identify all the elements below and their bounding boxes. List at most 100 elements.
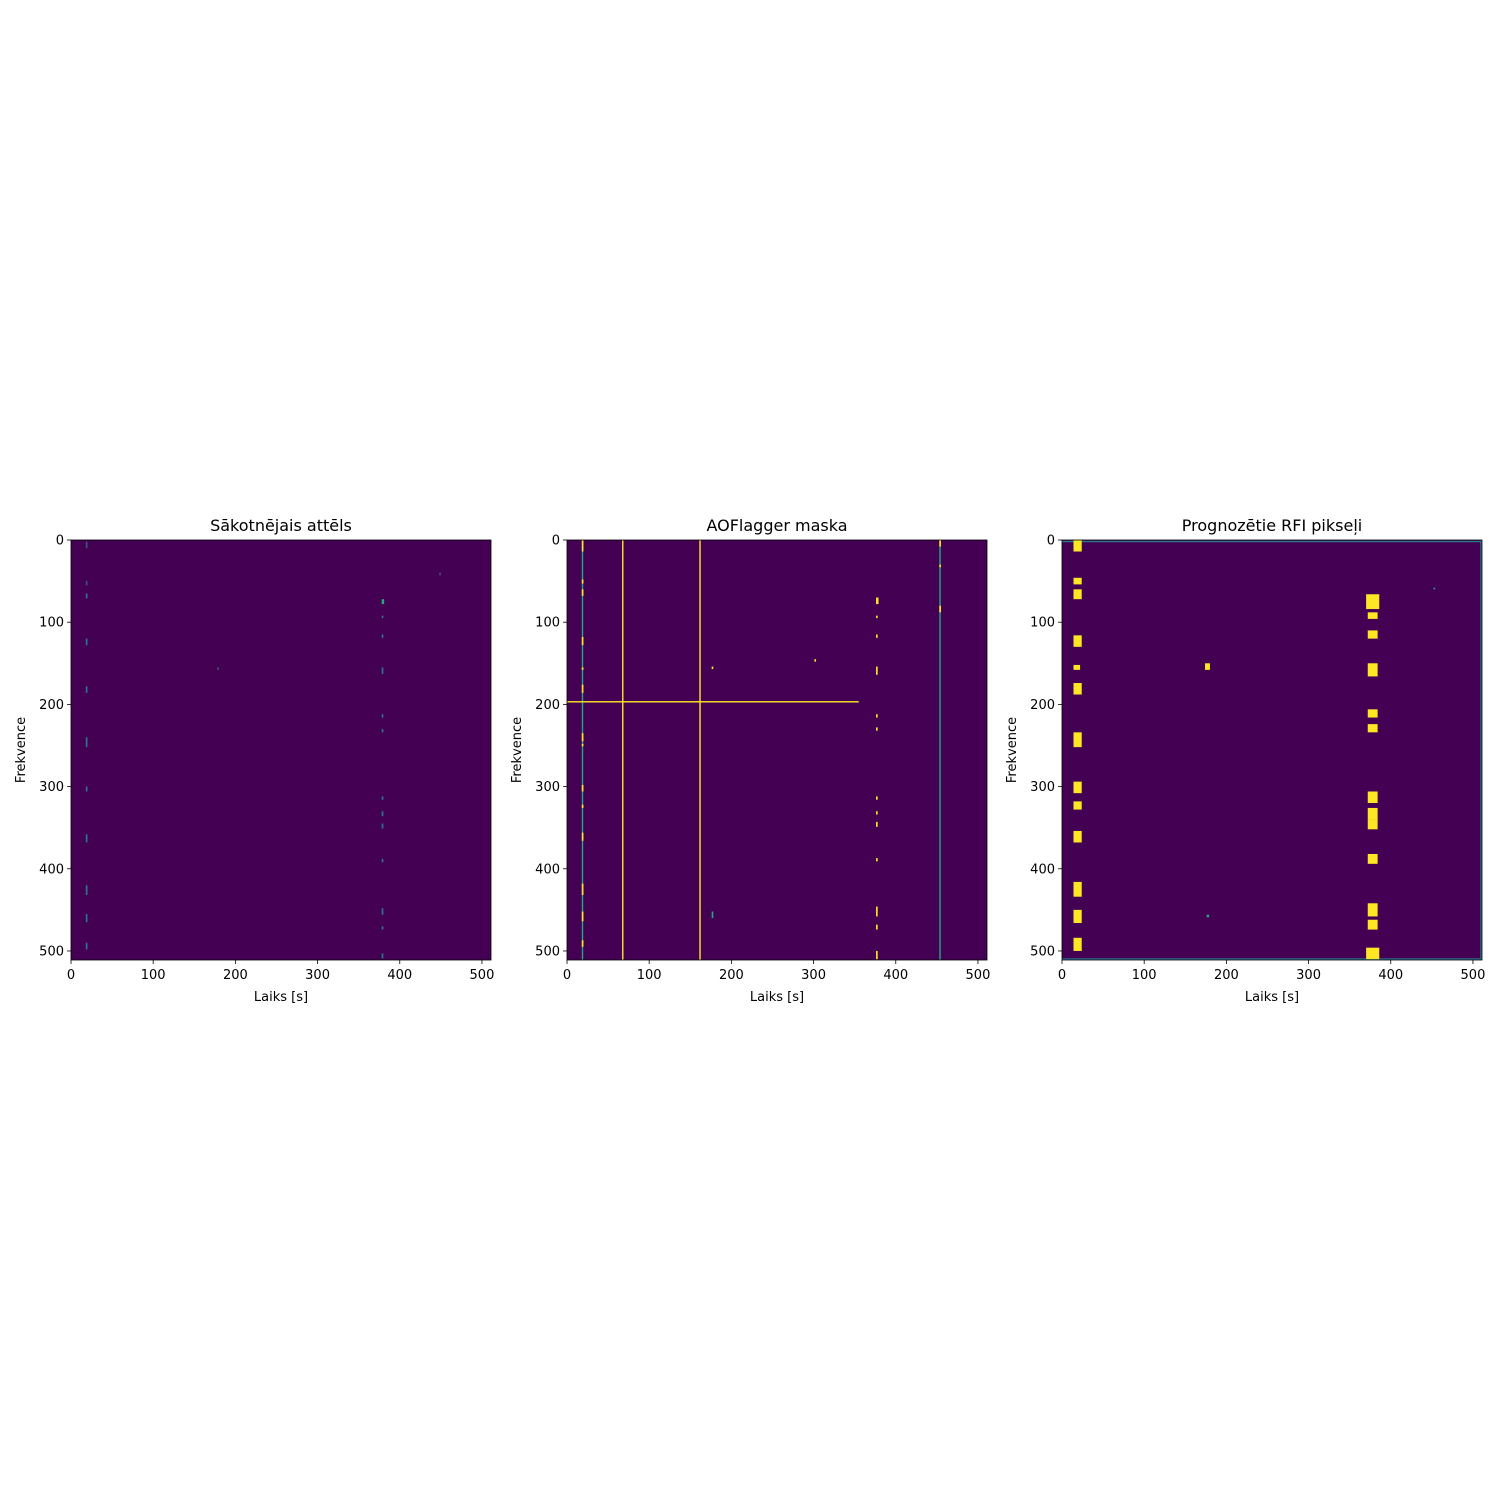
y-axis-label: Frekvence <box>14 717 29 783</box>
rfi-blob <box>85 686 88 693</box>
rfi-blob <box>85 581 88 586</box>
rfi-blob <box>876 666 878 675</box>
rfi-blob <box>1367 709 1378 718</box>
rfi-blob <box>876 634 878 638</box>
y-tick-label: 300 <box>535 780 560 795</box>
axes-frame <box>1061 539 1483 961</box>
y-tick-label: 400 <box>1030 862 1055 877</box>
rfi-blob <box>939 605 941 613</box>
x-tick-label: 200 <box>223 968 248 983</box>
rfi-blob <box>85 541 88 549</box>
rfi-blob <box>876 796 878 800</box>
rfi-blob <box>876 858 878 862</box>
y-tick-label: 400 <box>39 862 64 877</box>
rfi-blob <box>581 743 584 747</box>
rfi-blob <box>85 593 88 599</box>
y-tick-label: 200 <box>1030 698 1055 713</box>
rfi-blob <box>1073 635 1082 647</box>
flag-hline <box>1062 540 1482 543</box>
flag-vline <box>699 540 701 960</box>
y-tick-label: 300 <box>39 780 64 795</box>
x-tick-label: 200 <box>719 968 744 983</box>
rfi-blob <box>1366 947 1380 960</box>
rfi-blob <box>1073 881 1082 897</box>
rfi-blob <box>876 597 879 605</box>
rfi-blob <box>85 913 88 923</box>
heatmap-panel-1: 0 100 200 300 400 5000100200300400500Sākotnēj… <box>14 516 494 1005</box>
y-tick-label: 0 <box>56 534 64 549</box>
rfi-blob <box>1367 724 1378 733</box>
x-tick-label: 100 <box>1132 968 1157 983</box>
rfi-blob <box>581 684 584 693</box>
rfi-blob <box>876 811 878 815</box>
y-tick-label: 100 <box>39 616 64 631</box>
rfi-blob <box>1073 909 1082 924</box>
rfi-blob <box>1073 540 1082 552</box>
rfi-blob <box>381 811 384 817</box>
rfi-blob <box>581 636 584 646</box>
rfi-blob <box>814 659 817 662</box>
x-axis-label: Laiks [s] <box>1245 990 1299 1005</box>
y-axis-label: Frekvence <box>510 717 525 783</box>
rfi-blob <box>876 727 878 731</box>
rfi-blob <box>85 786 88 792</box>
rfi-blob <box>711 911 714 919</box>
x-tick-label: 300 <box>305 968 330 983</box>
heatmap-background <box>567 540 987 960</box>
y-tick-label: 100 <box>535 616 560 631</box>
rfi-blob <box>876 924 878 930</box>
rfi-blob <box>85 737 88 748</box>
rfi-blob <box>876 714 878 718</box>
y-tick-label: 500 <box>39 944 64 959</box>
y-tick-label: 300 <box>1030 780 1055 795</box>
heatmap-background <box>1062 540 1482 960</box>
rfi-blob <box>1073 781 1082 794</box>
rfi-blob <box>1367 903 1378 917</box>
flag-vline <box>939 540 941 960</box>
rfi-blob <box>85 942 88 950</box>
rfi-blob <box>1073 732 1082 748</box>
x-tick-label: 400 <box>1378 968 1403 983</box>
rfi-blob <box>581 579 584 584</box>
x-tick-label: 0 <box>67 968 75 983</box>
flag-vline <box>1480 540 1482 960</box>
y-tick-label: 400 <box>535 862 560 877</box>
rfi-blob <box>381 953 384 959</box>
y-tick-label: 200 <box>535 698 560 713</box>
flag-vline <box>622 540 624 960</box>
rfi-blob <box>1073 937 1082 951</box>
rfi-blob <box>581 667 584 670</box>
chart-title: AOFlagger maska <box>706 516 847 535</box>
rfi-blob <box>1073 664 1081 670</box>
rfi-blob <box>1367 791 1378 804</box>
rfi-blob <box>1366 594 1380 610</box>
rfi-blob <box>581 883 584 896</box>
y-tick-label: 500 <box>1030 944 1055 959</box>
rfi-blob <box>581 940 584 947</box>
x-tick-label: 300 <box>801 968 826 983</box>
x-tick-label: 500 <box>470 968 495 983</box>
x-tick-label: 500 <box>966 968 991 983</box>
chart-title: Prognozētie RFI pikseļi <box>1182 516 1362 535</box>
rfi-blob <box>581 540 584 552</box>
rfi-blob <box>381 599 385 605</box>
rfi-blob <box>1073 683 1082 695</box>
rfi-blob <box>1206 914 1210 918</box>
x-axis-label: Laiks [s] <box>750 990 804 1005</box>
rfi-blob <box>381 667 384 674</box>
rfi-blob <box>1367 919 1378 930</box>
x-tick-label: 400 <box>883 968 908 983</box>
rfi-blob <box>939 540 941 547</box>
rfi-blob <box>1367 819 1378 830</box>
rfi-blob <box>1073 801 1082 810</box>
x-axis-label: Laiks [s] <box>254 990 308 1005</box>
rfi-blob <box>876 615 878 619</box>
rfi-blob <box>381 858 384 863</box>
x-tick-label: 500 <box>1461 968 1486 983</box>
rfi-blob <box>876 821 878 827</box>
rfi-blob <box>381 908 384 915</box>
x-tick-label: 0 <box>1058 968 1066 983</box>
rfi-blob <box>876 906 878 917</box>
x-tick-label: 100 <box>637 968 662 983</box>
